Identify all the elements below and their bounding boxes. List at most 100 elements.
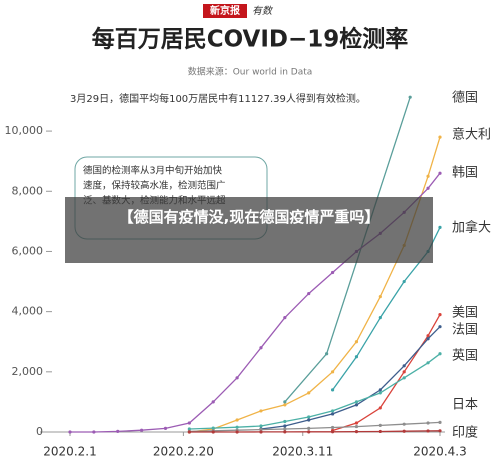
banner-bg bbox=[65, 197, 433, 263]
point bbox=[426, 186, 430, 190]
point bbox=[307, 291, 311, 296]
legend-label: 美国 bbox=[452, 306, 478, 321]
point bbox=[330, 425, 335, 430]
point bbox=[438, 325, 442, 329]
point bbox=[325, 352, 329, 356]
point bbox=[283, 316, 287, 320]
point bbox=[235, 430, 239, 434]
point bbox=[354, 340, 359, 344]
brand-sub: 有数 bbox=[252, 5, 274, 17]
point bbox=[259, 346, 263, 350]
point bbox=[187, 430, 191, 434]
point bbox=[187, 421, 191, 425]
plot: 0 2,000 4,000 6,000 8,000 10,000 2020.2.1 2020.… bbox=[5, 91, 492, 459]
point bbox=[187, 427, 191, 431]
point bbox=[92, 430, 96, 434]
legend-label: 德国 bbox=[452, 91, 478, 106]
point bbox=[438, 429, 442, 433]
point bbox=[330, 412, 335, 416]
point bbox=[426, 174, 430, 178]
series-line bbox=[189, 421, 441, 433]
point bbox=[402, 376, 406, 380]
point bbox=[438, 171, 442, 175]
point bbox=[426, 429, 430, 433]
point bbox=[259, 409, 263, 413]
point bbox=[283, 430, 287, 434]
y-tick-label: 8,000 bbox=[12, 184, 44, 197]
point bbox=[211, 400, 215, 404]
note: 德国的检测率从3月中旬开始加快 bbox=[83, 165, 223, 177]
point bbox=[330, 388, 335, 392]
y-tick-label: 4,000 bbox=[12, 305, 44, 318]
series-line bbox=[332, 314, 441, 432]
series-line bbox=[260, 326, 441, 430]
point bbox=[354, 403, 359, 407]
point bbox=[354, 421, 359, 425]
brand-box bbox=[203, 4, 247, 18]
brand: 新京报 bbox=[210, 4, 240, 17]
y-tick-label: 0 bbox=[36, 425, 43, 438]
legend-label: 法国 bbox=[452, 323, 478, 338]
series-line bbox=[189, 430, 441, 433]
point bbox=[378, 294, 382, 299]
point bbox=[438, 420, 442, 424]
legend-label: 英国 bbox=[452, 349, 478, 364]
point bbox=[283, 403, 287, 407]
x-tick-label: 2020.3.11 bbox=[272, 445, 333, 459]
point bbox=[378, 406, 382, 410]
legend-label: 韩国 bbox=[452, 166, 478, 181]
point bbox=[116, 429, 120, 433]
point bbox=[354, 355, 359, 359]
x-tick-label: 2020.2.20 bbox=[153, 445, 214, 459]
x-tick-label: 2020.4.3 bbox=[413, 445, 466, 459]
point bbox=[402, 370, 406, 374]
point bbox=[307, 391, 311, 395]
point bbox=[330, 270, 335, 275]
point bbox=[426, 337, 430, 341]
y-tick-label: 10,000 bbox=[5, 124, 44, 137]
point bbox=[235, 418, 239, 422]
point bbox=[283, 419, 287, 424]
point bbox=[330, 409, 335, 413]
point bbox=[283, 427, 287, 431]
point bbox=[426, 334, 430, 338]
point bbox=[426, 421, 430, 425]
point bbox=[259, 427, 263, 432]
point bbox=[163, 426, 168, 430]
point bbox=[378, 388, 382, 392]
point bbox=[438, 352, 442, 356]
point bbox=[283, 424, 287, 428]
point bbox=[211, 430, 215, 434]
series-line bbox=[189, 353, 441, 430]
point bbox=[307, 418, 311, 422]
point bbox=[307, 426, 311, 430]
point bbox=[307, 430, 311, 434]
point bbox=[330, 370, 335, 374]
point bbox=[307, 415, 311, 419]
y-tick-label: 2,000 bbox=[12, 365, 44, 378]
legend-label: 日本 bbox=[452, 398, 478, 413]
point bbox=[235, 425, 239, 429]
point bbox=[259, 424, 263, 428]
point bbox=[402, 422, 406, 426]
subtitle: 数据来源：Our world in Data bbox=[188, 66, 313, 78]
annotation: 3月29日，德国平均每100万居民中有11127.39人得到有效检测。 bbox=[70, 92, 366, 105]
point bbox=[283, 400, 287, 404]
point bbox=[378, 429, 382, 434]
point bbox=[330, 430, 335, 434]
y-tick-label: 6,000 bbox=[12, 244, 44, 257]
point bbox=[354, 400, 359, 404]
point bbox=[354, 424, 359, 429]
point bbox=[211, 426, 215, 430]
point bbox=[68, 430, 72, 434]
point bbox=[378, 391, 382, 395]
legend-label: 加拿大 bbox=[452, 220, 491, 236]
point bbox=[408, 95, 412, 99]
legend-label: 印度 bbox=[452, 425, 478, 441]
x-tick-label: 2020.2.1 bbox=[43, 445, 96, 459]
point bbox=[402, 364, 406, 368]
banner-wrap: 【德国有疫情没,现在德国疫情严重吗】 bbox=[119, 208, 380, 226]
chart-title: 每百万居民COVID−19检测率 bbox=[92, 26, 409, 53]
point bbox=[378, 316, 382, 320]
